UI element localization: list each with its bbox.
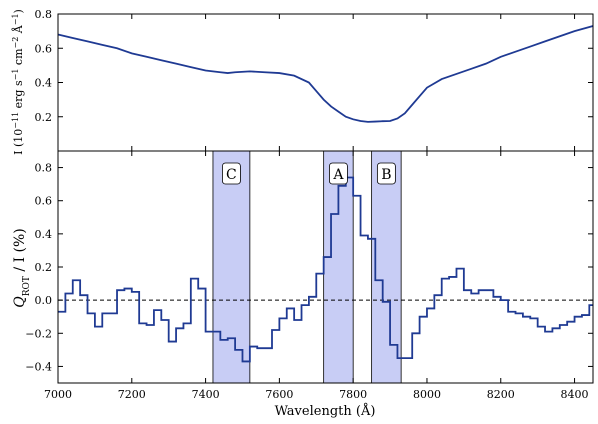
top-ylabel-exp1: −11 [11,112,20,129]
bottom-ytick-label: 0.8 [35,162,53,175]
bottom-ylabel-q: Q [12,296,28,308]
bottom-y-axis-label: QROT / I (%) [12,228,32,307]
bottom-xtick-label: 7600 [265,388,293,401]
band-c [212,150,251,384]
bottom-ytick-label: 0.6 [35,195,53,208]
top-ytick-label: 0.8 [35,8,53,21]
top-ylabel-main: I (10 [12,129,25,155]
band-label-b: B [381,167,391,183]
bottom-ytick-label: 0.2 [35,261,53,274]
bottom-xtick-label: 7800 [339,388,367,401]
top-ylabel-exp3: −2 [11,37,20,49]
band-label-box-b [376,162,396,185]
top-panel-frame [57,13,594,152]
top-ylabel-units3: Å [11,24,25,36]
top-y-axis-label: I (10−11 erg s−1 cm−2 Å−1) [11,9,26,155]
bottom-ylabel-sub: ROT [22,276,32,296]
band-label-box-c [222,162,241,185]
bottom-panel-frame [57,150,594,384]
top-ytick-label: 0.2 [35,111,53,124]
bottom-xtick-label: 8400 [561,388,589,401]
top-y-ticks: 0.2 0.4 0.6 0.8 [35,8,593,152]
bottom-panel: −0.4 −0.2 0.0 0.2 0.4 0.6 0.8 7000 7200 7400 7600 7… [25,150,594,401]
qrot-step-line [58,176,593,363]
top-ylabel-exp4: −1 [11,13,20,25]
bottom-xtick-label: 7200 [118,388,146,401]
band-label-box-a [329,162,348,185]
top-ylabel-exp2: −1 [11,69,20,81]
top-ylabel-units2: cm [12,48,25,69]
x-axis-label: Wavelength (Å) [275,403,376,419]
bottom-xtick-label: 8200 [487,388,515,401]
wavelength-bands [212,150,402,384]
top-ylabel-units1: erg s [12,80,25,112]
bottom-xtick-label: 7000 [44,388,72,401]
bottom-xtick-label: 8000 [413,388,441,401]
top-ytick-label: 0.4 [35,77,53,90]
bottom-xtick-label: 7400 [192,388,220,401]
top-ylabel-close: ) [12,9,25,13]
band-label-a: A [332,167,344,183]
bottom-axis-ticks: −0.4 −0.2 0.0 0.2 0.4 0.6 0.8 7000 7200 7400 7600 7… [25,151,593,401]
intensity-line [57,25,594,123]
bottom-ytick-label: −0.4 [25,360,52,373]
bottom-ylabel-rest: / I (%) [12,228,28,276]
top-ytick-label: 0.6 [35,42,53,55]
band-label-c: C [226,167,237,183]
bottom-ytick-label: −0.2 [25,327,52,340]
bottom-ytick-label: 0.4 [35,228,53,241]
bottom-ytick-label: 0.0 [35,294,53,307]
top-panel: 0.2 0.4 0.6 0.8 [35,8,594,152]
